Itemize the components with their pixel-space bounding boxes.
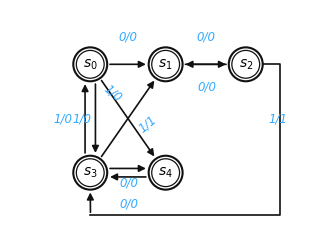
Text: 0/0: 0/0 [120,198,139,211]
Text: $s_1$: $s_1$ [158,57,173,72]
Text: 1/0: 1/0 [101,83,124,105]
Text: 0/0: 0/0 [120,177,139,190]
FancyArrowPatch shape [110,166,144,171]
FancyArrowPatch shape [112,174,146,180]
FancyArrowPatch shape [101,82,153,156]
FancyArrowPatch shape [185,62,224,67]
Text: 1/1: 1/1 [268,112,287,125]
Text: 0/0: 0/0 [196,31,215,44]
Text: 1/0: 1/0 [54,112,73,125]
Text: $s_4$: $s_4$ [158,165,173,180]
Circle shape [229,47,263,81]
Text: 1/0: 1/0 [73,112,91,125]
FancyArrowPatch shape [101,81,153,155]
Circle shape [73,156,107,190]
Circle shape [149,47,182,81]
Text: 0/0: 0/0 [119,31,137,44]
Text: 0/0: 0/0 [197,80,216,93]
Text: 1/1: 1/1 [136,113,159,136]
Circle shape [73,47,107,81]
FancyArrowPatch shape [93,84,98,151]
FancyArrowPatch shape [88,194,93,212]
Circle shape [149,156,182,190]
FancyArrowPatch shape [187,62,226,67]
Text: $s_0$: $s_0$ [83,57,98,72]
Text: $s_2$: $s_2$ [239,57,253,72]
Text: $s_3$: $s_3$ [83,165,97,180]
FancyArrowPatch shape [82,86,88,153]
FancyArrowPatch shape [110,62,144,67]
